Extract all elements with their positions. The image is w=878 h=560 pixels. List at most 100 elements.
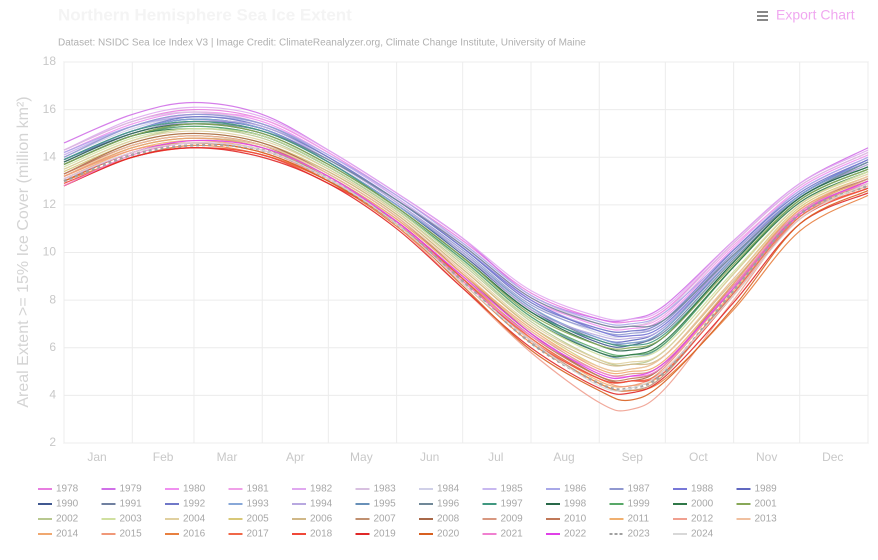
series-line: [63, 137, 869, 375]
series-line: [63, 118, 869, 345]
legend-item[interactable]: 2002: [38, 514, 79, 525]
legend-item[interactable]: 2007: [355, 514, 397, 525]
legend-item[interactable]: 1982: [292, 484, 333, 495]
legend-item[interactable]: 1983: [355, 484, 397, 495]
legend-item[interactable]: 1979: [101, 484, 143, 495]
legend-item[interactable]: 2012: [673, 514, 714, 525]
legend-item[interactable]: 1995: [355, 499, 397, 510]
legend-item[interactable]: 2011: [609, 514, 650, 525]
legend-label: 1999: [628, 499, 651, 510]
legend-item[interactable]: 2001: [736, 499, 778, 510]
legend-label: 2001: [755, 499, 778, 510]
legend-item[interactable]: 2021: [482, 529, 524, 540]
legend-item[interactable]: 2022: [546, 529, 587, 540]
legend-item[interactable]: 2014: [38, 529, 79, 540]
export-label[interactable]: Export Chart: [776, 7, 855, 23]
legend-item[interactable]: 2018: [292, 529, 333, 540]
legend-label: 2016: [183, 529, 206, 540]
legend-label: 1983: [374, 484, 397, 495]
legend-label: 1994: [310, 499, 333, 510]
y-tick-label: 18: [43, 54, 57, 68]
legend-item[interactable]: 2016: [165, 529, 206, 540]
legend-item[interactable]: 1991: [101, 499, 143, 510]
legend-label: 2008: [437, 514, 460, 525]
legend-label: 2006: [310, 514, 333, 525]
legend-label: 2005: [247, 514, 270, 525]
x-tick-label: Apr: [286, 450, 305, 464]
menu-icon: [757, 11, 768, 13]
legend-item[interactable]: 1993: [228, 499, 270, 510]
legend-item[interactable]: 2019: [355, 529, 397, 540]
legend-item[interactable]: 1999: [609, 499, 651, 510]
legend-item[interactable]: 2003: [101, 514, 143, 525]
legend-label: 1995: [374, 499, 397, 510]
y-axis-label: Areal Extent >= 15% Ice Cover (million k…: [15, 96, 32, 407]
legend-label: 2007: [374, 514, 397, 525]
legend-item[interactable]: 1990: [38, 499, 79, 510]
legend-label: 1987: [628, 484, 651, 495]
legend-item[interactable]: 2024: [673, 529, 714, 540]
series-line: [63, 128, 869, 360]
series-line: [63, 135, 869, 372]
legend-item[interactable]: 2023: [609, 529, 651, 540]
x-tick-label: Oct: [689, 450, 708, 464]
legend-item[interactable]: 2004: [165, 514, 206, 525]
y-tick-label: 6: [49, 340, 56, 354]
series-line: [63, 106, 869, 321]
legend-item[interactable]: 2010: [546, 514, 587, 525]
x-tick-label: Feb: [153, 450, 174, 464]
legend-label: 2011: [628, 514, 650, 525]
legend-label: 1980: [183, 484, 206, 495]
series-line: [63, 113, 869, 336]
legend-label: 1992: [183, 499, 206, 510]
legend-item[interactable]: 1981: [228, 484, 270, 495]
legend-item[interactable]: 2000: [673, 499, 714, 510]
legend-item[interactable]: 2015: [101, 529, 143, 540]
y-tick-label: 8: [49, 292, 56, 306]
legend-label: 2010: [564, 514, 587, 525]
x-tick-label: Aug: [553, 450, 574, 464]
series-line: [63, 130, 869, 365]
legend-item[interactable]: 1980: [165, 484, 206, 495]
legend-item[interactable]: 1989: [736, 484, 778, 495]
legend-item[interactable]: 1988: [673, 484, 714, 495]
legend-item[interactable]: 2020: [419, 529, 460, 540]
legend-label: 2013: [755, 514, 778, 525]
legend-item[interactable]: 1998: [546, 499, 587, 510]
legend-item[interactable]: 1986: [546, 484, 587, 495]
legend-item[interactable]: 2009: [482, 514, 524, 525]
legend-label: 2012: [691, 514, 714, 525]
legend-label: 2003: [120, 514, 143, 525]
y-tick-label: 4: [49, 388, 56, 402]
x-tick-label: Jan: [87, 450, 106, 464]
legend-label: 2015: [120, 529, 143, 540]
legend-label: 2000: [691, 499, 714, 510]
legend-item[interactable]: 1997: [482, 499, 524, 510]
export-button[interactable]: Export Chart: [757, 7, 855, 23]
legend-item[interactable]: 1978: [38, 484, 79, 495]
legend-label: 2004: [183, 514, 206, 525]
legend-label: 1997: [501, 499, 524, 510]
legend-label: 2020: [437, 529, 460, 540]
legend-label: 1985: [501, 484, 524, 495]
legend-item[interactable]: 1994: [292, 499, 333, 510]
legend-label: 1990: [56, 499, 79, 510]
legend-item[interactable]: 2005: [228, 514, 270, 525]
legend-label: 2019: [374, 529, 397, 540]
chart-subtitle: Dataset: NSIDC Sea Ice Index V3 | Image …: [58, 38, 586, 49]
legend-label: 2022: [564, 529, 587, 540]
legend-item[interactable]: 2013: [736, 514, 778, 525]
legend-item[interactable]: 1992: [165, 499, 206, 510]
legend-item[interactable]: 1984: [419, 484, 460, 495]
legend-label: 2024: [691, 529, 714, 540]
legend-item[interactable]: 2006: [292, 514, 333, 525]
legend-item[interactable]: 2017: [228, 529, 270, 540]
x-tick-label: Sep: [622, 450, 644, 464]
legend-item[interactable]: 1987: [609, 484, 651, 495]
legend-item[interactable]: 1996: [419, 499, 460, 510]
legend-label: 1984: [437, 484, 460, 495]
legend-item[interactable]: 2008: [419, 514, 460, 525]
legend-item[interactable]: 1985: [482, 484, 524, 495]
menu-icon: [757, 15, 768, 17]
